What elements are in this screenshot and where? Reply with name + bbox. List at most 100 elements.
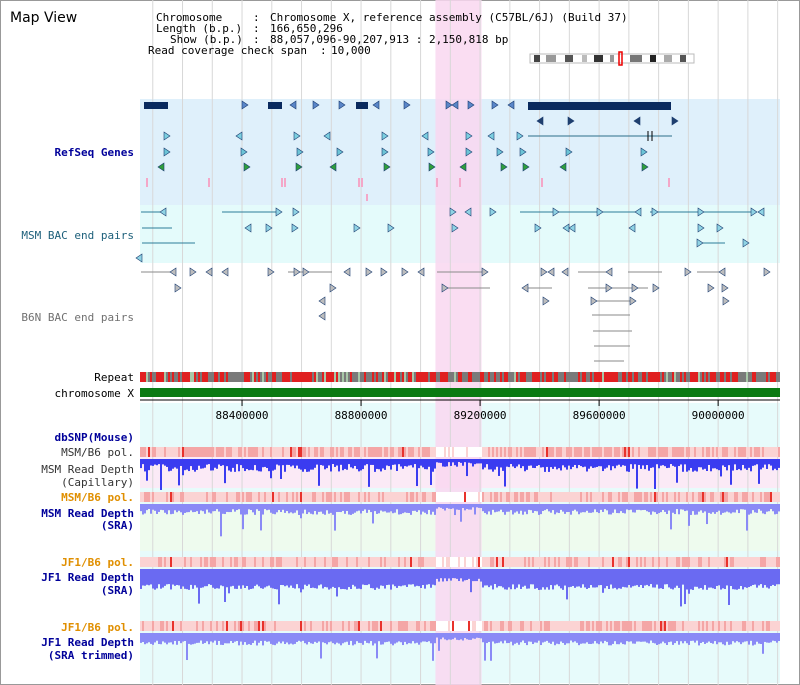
polymorphism-cell (694, 557, 696, 567)
depth-bar (748, 569, 750, 588)
repeat-element (346, 372, 348, 382)
refseq-genes-label[interactable]: RefSeq Genes (54, 146, 134, 159)
depth-bar (454, 633, 456, 638)
depth-bar (734, 569, 736, 590)
depth-bar (354, 504, 356, 513)
depth-bar (392, 459, 394, 465)
polymorphism-cell (496, 621, 498, 631)
depth-bar (522, 459, 524, 467)
polymorphism-cell (620, 557, 622, 567)
depth-bar (194, 459, 196, 472)
polymorphism-cell (510, 557, 512, 567)
depth-bar (158, 569, 160, 585)
depth-bar (322, 459, 324, 466)
depth-bar (740, 459, 742, 471)
depth-bar (164, 459, 166, 466)
depth-bar (616, 569, 618, 590)
polymorphism-cell (242, 621, 244, 631)
depth-bar (202, 569, 204, 588)
depth-bar (602, 459, 604, 472)
polymorphism-cell (232, 621, 234, 631)
depth-bar (210, 459, 212, 471)
polymorphism-cell (772, 621, 774, 631)
depth-bar (432, 569, 434, 585)
jf1-pol-label[interactable]: JF1/B6 pol. (61, 556, 134, 569)
polymorphism-cell (320, 557, 322, 567)
depth-bar (374, 504, 376, 512)
ideogram-band (582, 55, 587, 62)
depth-bar (768, 633, 770, 643)
depth-bar (440, 504, 442, 508)
repeat-label: Repeat (94, 371, 134, 384)
polymorphism-cell (408, 557, 410, 567)
polymorphism-cell (406, 557, 408, 567)
polymorphism-cell (358, 621, 360, 631)
depth-bar (766, 459, 768, 469)
polymorphism-cell (370, 447, 372, 457)
depth-bar (494, 504, 496, 513)
depth-bar (424, 569, 426, 589)
msm-depth-capillary-label[interactable]: MSM Read Depth (41, 463, 134, 476)
jf1-pol-trim-label[interactable]: JF1/B6 pol. (61, 621, 134, 634)
polymorphism-cell (750, 557, 752, 567)
msm-pol-sra-label[interactable]: MSM/B6 pol. (61, 491, 134, 504)
depth-bar (256, 633, 258, 646)
polymorphism-cell (238, 557, 240, 567)
polymorphism-cell (672, 447, 674, 457)
depth-bar (652, 569, 654, 588)
depth-bar (448, 459, 450, 463)
depth-bar (766, 633, 768, 643)
polymorphism-cell (276, 447, 278, 457)
polymorphism-cell (186, 447, 188, 457)
polymorphism-cell (412, 447, 414, 457)
repeat-element (674, 372, 676, 382)
polymorphism-cell (674, 447, 676, 457)
msm-bac-label[interactable]: MSM BAC end pairs (21, 229, 134, 242)
polymorphism-cell (144, 447, 146, 457)
polymorphism-cell (690, 492, 692, 502)
jf1-depth-label[interactable]: JF1 Read Depth (41, 571, 134, 584)
polymorphism-cell (474, 557, 476, 567)
depth-bar (618, 569, 620, 589)
b6n-bac-label[interactable]: B6N BAC end pairs (21, 311, 134, 324)
polymorphism-cell (664, 621, 666, 631)
repeat-element (594, 372, 596, 382)
repeat-element (616, 372, 618, 382)
polymorphism-cell (368, 557, 370, 567)
polymorphism-cell (498, 492, 500, 502)
polymorphism-cell (716, 557, 718, 567)
polymorphism-cell (328, 557, 330, 567)
dbsnp-label[interactable]: dbSNP(Mouse) (54, 431, 134, 444)
depth-bar (474, 569, 476, 582)
depth-bar (636, 633, 638, 642)
depth-bar (344, 569, 346, 590)
jf1-depth-trim-label[interactable]: JF1 Read Depth (41, 636, 134, 649)
depth-bar (664, 633, 666, 644)
msm-depth-sra-label[interactable]: MSM Read Depth (41, 507, 134, 520)
polymorphism-cell (250, 492, 252, 502)
msm-pol-capillary-label[interactable]: MSM/B6 pol. (61, 446, 134, 459)
depth-bar (434, 633, 436, 644)
depth-bar (404, 633, 406, 642)
gene-arrow (189, 267, 197, 277)
ideogram-band (680, 55, 686, 62)
depth-bar (554, 459, 556, 467)
depth-bar (752, 569, 754, 585)
polymorphism-cell (772, 447, 774, 457)
depth-bar (254, 504, 256, 515)
polymorphism-cell (356, 492, 358, 502)
depth-bar (344, 459, 346, 469)
polymorphism-cell (678, 621, 680, 631)
depth-bar (624, 633, 626, 645)
polymorphism-cell (682, 557, 684, 567)
depth-bar (646, 459, 648, 466)
depth-bar (272, 504, 274, 514)
polymorphism-cell (526, 621, 528, 631)
polymorphism-cell (280, 447, 282, 457)
polymorphism-cell (630, 447, 632, 457)
gene-arrow (365, 267, 373, 277)
depth-bar (350, 459, 352, 468)
repeat-element (774, 372, 776, 382)
depth-bar (420, 633, 422, 643)
polymorphism-cell (284, 621, 286, 631)
